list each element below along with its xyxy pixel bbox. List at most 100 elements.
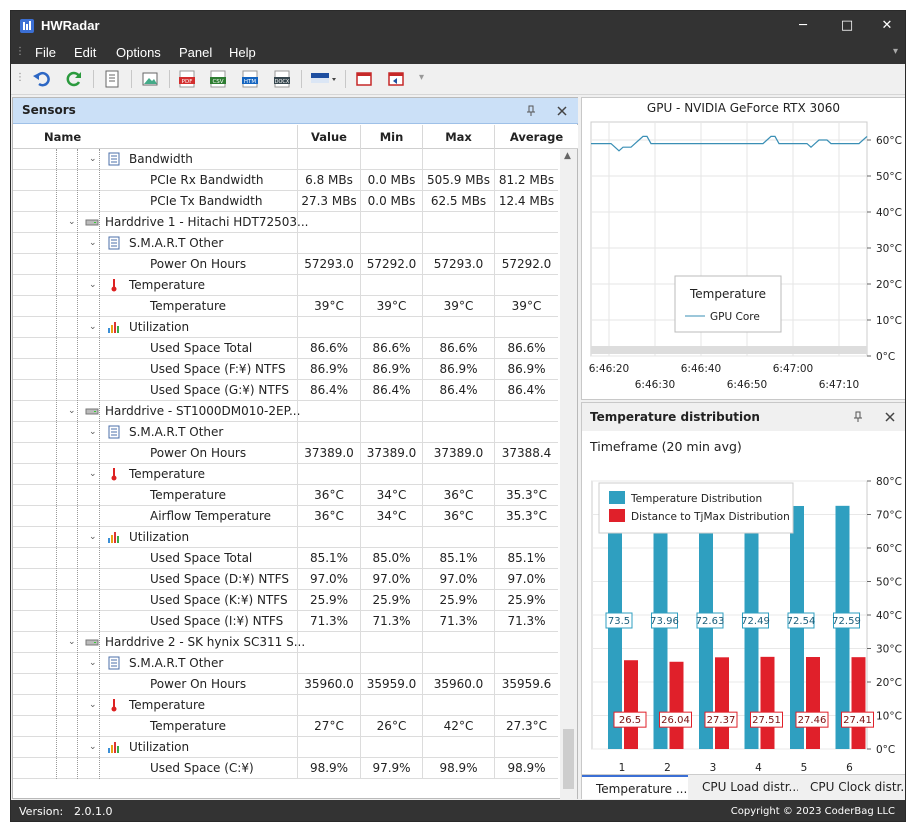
sensor-reading-row[interactable]: Power On Hours 35960.0 35959.0 35960.0 35959… xyxy=(13,674,558,695)
pin-icon[interactable] xyxy=(852,411,864,423)
expand-chevron-icon[interactable]: ⌄ xyxy=(89,154,97,164)
expand-chevron-icon[interactable]: ⌄ xyxy=(89,322,97,332)
scrollbar-thumb[interactable] xyxy=(563,729,574,789)
max-cell: 36°C xyxy=(422,485,494,505)
gpu-chart-title: GPU - NVIDIA GeForce RTX 3060 xyxy=(646,101,841,115)
sensor-group-row[interactable]: ⌄ Harddrive 2 - SK hynix SC311 S... xyxy=(13,632,558,653)
sensor-reading-row[interactable]: Used Space (C:¥) 98.9% 97.9% 98.9% 98.9% xyxy=(13,758,558,779)
sensor-reading-row[interactable]: Temperature 39°C 39°C 39°C 39°C xyxy=(13,296,558,317)
sensor-group-row[interactable]: ⌄ Utilization xyxy=(13,317,558,338)
column-value[interactable]: Value xyxy=(297,125,360,149)
average-cell: 35.3°C xyxy=(494,506,558,526)
refresh-icon[interactable] xyxy=(63,68,85,90)
docx-icon[interactable]: DOCX xyxy=(271,68,293,90)
menu-edit[interactable]: Edit xyxy=(74,45,97,60)
expand-chevron-icon[interactable]: ⌄ xyxy=(89,742,97,752)
sensor-group-row[interactable]: ⌄ Temperature xyxy=(13,464,558,485)
sensor-reading-row[interactable]: Temperature 36°C 34°C 36°C 35.3°C xyxy=(13,485,558,506)
sensor-reading-row[interactable]: Used Space Total 86.6% 86.6% 86.6% 86.6% xyxy=(13,338,558,359)
close-panel-icon[interactable] xyxy=(884,411,896,423)
sensor-group-row[interactable]: ⌄ Bandwidth xyxy=(13,149,558,170)
menu-help[interactable]: Help xyxy=(229,45,256,60)
tab-cpu-clock[interactable]: CPU Clock distr... xyxy=(810,780,905,794)
toolbar-overflow-icon[interactable]: ▾ xyxy=(419,72,425,83)
data-label-box xyxy=(704,711,738,728)
sensor-name: Used Space (G:¥) NTFS xyxy=(150,383,290,397)
bar-distance-to-tjmax xyxy=(806,657,820,749)
expand-chevron-icon[interactable]: ⌄ xyxy=(68,637,76,647)
value-cell xyxy=(297,653,360,673)
sensor-group-row[interactable]: ⌄ Harddrive - ST1000DM010-2EP... xyxy=(13,401,558,422)
sensor-reading-row[interactable]: Temperature 27°C 26°C 42°C 27.3°C xyxy=(13,716,558,737)
expand-chevron-icon[interactable]: ⌄ xyxy=(89,658,97,668)
htm-icon[interactable]: HTM xyxy=(239,68,261,90)
close-button[interactable]: ✕ xyxy=(881,18,893,33)
sensor-name: Power On Hours xyxy=(150,677,247,691)
sensor-reading-row[interactable]: Used Space (I:¥) NTFS 71.3% 71.3% 71.3% 71.3… xyxy=(13,611,558,632)
pin-icon[interactable] xyxy=(525,105,537,117)
value-cell: 27.3 MBs xyxy=(297,191,360,211)
scroll-up-icon[interactable]: ▲ xyxy=(564,151,571,161)
expand-chevron-icon[interactable]: ⌄ xyxy=(68,406,76,416)
legend-title: Temperature xyxy=(689,287,766,301)
menu-panel[interactable]: Panel xyxy=(179,45,213,60)
sensor-reading-row[interactable]: Used Space (K:¥) NTFS 25.9% 25.9% 25.9% 25.9… xyxy=(13,590,558,611)
menu-grip-icon[interactable]: ⋮ xyxy=(15,46,25,57)
tab-temperature[interactable]: Temperature ... xyxy=(582,775,688,799)
close-panel-icon[interactable] xyxy=(556,105,568,117)
sensor-group-row[interactable]: ⌄ S.M.A.R.T Other xyxy=(13,233,558,254)
color-theme-icon[interactable] xyxy=(309,68,339,90)
menu-overflow-icon[interactable]: ▾ xyxy=(893,46,899,57)
sensor-reading-row[interactable]: PCIe Tx Bandwidth 27.3 MBs 0.0 MBs 62.5 MBs… xyxy=(13,191,558,212)
sensor-reading-row[interactable]: Power On Hours 57293.0 57292.0 57293.0 57292… xyxy=(13,254,558,275)
maximize-button[interactable]: □ xyxy=(840,18,854,33)
report-icon[interactable] xyxy=(101,68,123,90)
sensor-group-row[interactable]: ⌄ Temperature xyxy=(13,695,558,716)
sensor-group-row[interactable]: ⌄ Utilization xyxy=(13,737,558,758)
column-average[interactable]: Average xyxy=(494,125,578,149)
restore-icon[interactable] xyxy=(385,68,407,90)
y-tick-label: 50°C xyxy=(876,171,902,183)
sensor-group-row[interactable]: ⌄ Temperature xyxy=(13,275,558,296)
sensor-group-row[interactable]: ⌄ Utilization xyxy=(13,527,558,548)
undo-icon[interactable] xyxy=(31,68,53,90)
expand-chevron-icon[interactable]: ⌄ xyxy=(89,427,97,437)
image-icon[interactable] xyxy=(139,68,161,90)
vertical-scrollbar[interactable]: ▲ xyxy=(560,149,577,799)
sensor-reading-row[interactable]: Used Space Total 85.1% 85.0% 85.1% 85.1% xyxy=(13,548,558,569)
column-name[interactable]: Name xyxy=(44,130,82,144)
value-cell xyxy=(297,233,360,253)
pdf-icon[interactable]: PDF xyxy=(176,68,198,90)
column-max[interactable]: Max xyxy=(422,125,494,149)
y-tick-label: 10°C xyxy=(876,711,902,723)
sensor-reading-row[interactable]: PCIe Rx Bandwidth 6.8 MBs 0.0 MBs 505.9 MBs… xyxy=(13,170,558,191)
window-icon[interactable] xyxy=(353,68,375,90)
value-cell: 36°C xyxy=(297,506,360,526)
sensor-reading-row[interactable]: Used Space (F:¥) NTFS 86.9% 86.9% 86.9% 86.9… xyxy=(13,359,558,380)
column-min[interactable]: Min xyxy=(360,125,422,149)
csv-icon[interactable]: CSV xyxy=(207,68,229,90)
toolbar-grip-icon[interactable]: ⋮ xyxy=(15,72,25,83)
menu-file[interactable]: File xyxy=(35,45,56,60)
sensor-group-row[interactable]: ⌄ Harddrive 1 - Hitachi HDT72503... xyxy=(13,212,558,233)
expand-chevron-icon[interactable]: ⌄ xyxy=(68,217,76,227)
sensor-reading-row[interactable]: Used Space (D:¥) NTFS 97.0% 97.0% 97.0% 97.0… xyxy=(13,569,558,590)
title-bar[interactable]: HWRadar ─ □ ✕ xyxy=(11,11,905,41)
sensor-group-row[interactable]: ⌄ S.M.A.R.T Other xyxy=(13,422,558,443)
minimize-button[interactable]: ─ xyxy=(799,18,807,33)
expand-chevron-icon[interactable]: ⌄ xyxy=(89,700,97,710)
expand-chevron-icon[interactable]: ⌄ xyxy=(89,238,97,248)
list-icon xyxy=(108,152,120,166)
sensor-reading-row[interactable]: Used Space (G:¥) NTFS 86.4% 86.4% 86.4% 86.4… xyxy=(13,380,558,401)
sensor-reading-row[interactable]: Power On Hours 37389.0 37389.0 37389.0 37388… xyxy=(13,443,558,464)
toolbar-separator xyxy=(345,70,346,88)
sensor-group-row[interactable]: ⌄ S.M.A.R.T Other xyxy=(13,653,558,674)
expand-chevron-icon[interactable]: ⌄ xyxy=(89,469,97,479)
expand-chevron-icon[interactable]: ⌄ xyxy=(89,532,97,542)
menu-options[interactable]: Options xyxy=(116,45,161,60)
tab-cpu-load[interactable]: CPU Load distr... xyxy=(702,780,798,794)
svg-text:DOCX: DOCX xyxy=(275,79,290,85)
sensor-reading-row[interactable]: Airflow Temperature 36°C 34°C 36°C 35.3°C xyxy=(13,506,558,527)
expand-chevron-icon[interactable]: ⌄ xyxy=(89,280,97,290)
svg-text:CSV: CSV xyxy=(212,79,223,85)
